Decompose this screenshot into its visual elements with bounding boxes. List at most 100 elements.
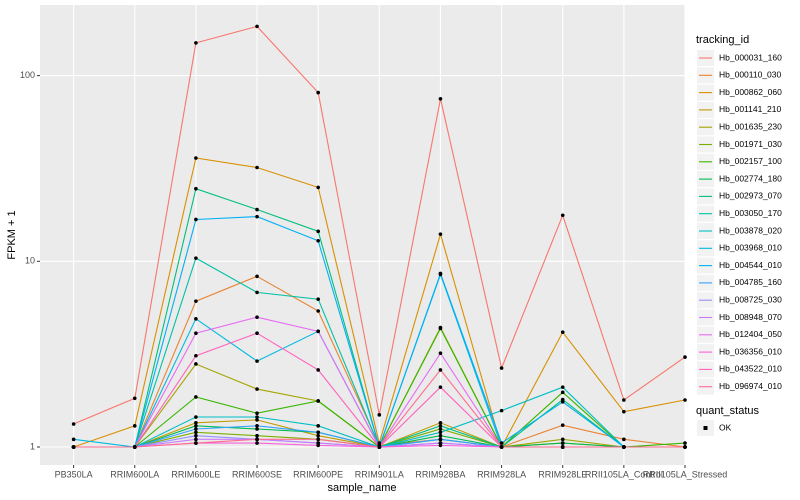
- data-point: [194, 217, 198, 222]
- data-point: [255, 207, 259, 212]
- legend-label: Hb_004544_010: [719, 260, 782, 270]
- panel: [40, 5, 685, 465]
- legend-label: Hb_012404_050: [719, 329, 782, 339]
- data-point: [560, 385, 565, 389]
- data-point: [683, 355, 687, 359]
- data-point: [438, 326, 443, 331]
- data-point: [194, 317, 198, 321]
- legend-label: Hb_000110_030: [719, 70, 782, 80]
- x-tick-label: RRIM928BA: [415, 469, 465, 479]
- data-point: [438, 351, 443, 355]
- data-point: [499, 366, 504, 370]
- data-point: [255, 411, 259, 416]
- data-point: [499, 441, 504, 445]
- data-point: [132, 445, 137, 449]
- data-point: [438, 437, 443, 442]
- data-point: [560, 400, 565, 404]
- data-point: [438, 232, 443, 236]
- data-point: [255, 24, 259, 29]
- x-tick-label: RRIM928LE: [538, 469, 587, 479]
- legend-label: Hb_000862_060: [719, 87, 782, 97]
- data-point: [683, 441, 687, 445]
- x-tick-label: RRIM600LE: [171, 469, 220, 479]
- data-point: [438, 97, 443, 101]
- data-point: [194, 395, 198, 399]
- data-point: [194, 421, 198, 425]
- y-tick-label: 100: [20, 70, 35, 80]
- data-point: [71, 422, 76, 426]
- x-tick-label: RRIM901LA: [355, 469, 404, 479]
- data-point: [255, 424, 259, 428]
- x-tick-label: RRIM600PE: [293, 469, 343, 479]
- data-point: [560, 441, 565, 445]
- legend-label: Hb_003050_170: [719, 208, 782, 218]
- legend-shape: [703, 426, 708, 430]
- data-point: [438, 427, 443, 431]
- data-point: [438, 368, 443, 372]
- data-point: [622, 409, 626, 414]
- data-point: [71, 437, 76, 442]
- y-tick-label: 1: [30, 441, 35, 451]
- x-tick-label: RRIM600SE: [232, 469, 282, 479]
- x-tick-label: RRII105LA_Stressed: [643, 469, 728, 479]
- legend-label: Hb_002774_180: [719, 173, 782, 183]
- legend-label: Hb_002157_100: [719, 156, 782, 166]
- data-point: [316, 185, 320, 190]
- data-point: [377, 445, 382, 449]
- data-point: [132, 424, 137, 428]
- data-point: [499, 408, 504, 413]
- legend-label: Hb_008948_070: [719, 312, 782, 322]
- data-point: [255, 433, 259, 438]
- legend-label: Hb_008725_030: [719, 294, 782, 304]
- data-point: [316, 238, 320, 243]
- data-point: [560, 390, 565, 395]
- marks: [71, 24, 687, 449]
- data-point: [316, 90, 320, 95]
- data-point: [316, 229, 320, 234]
- data-point: [560, 445, 565, 449]
- y-axis-title: FPKM + 1: [6, 210, 18, 259]
- data-point: [683, 398, 687, 402]
- data-point: [622, 437, 626, 442]
- data-point: [560, 213, 565, 218]
- data-point: [255, 165, 259, 170]
- data-point: [316, 443, 320, 448]
- data-point: [560, 437, 565, 442]
- data-point: [194, 156, 198, 160]
- data-point: [194, 256, 198, 260]
- data-point: [438, 424, 443, 428]
- data-point: [255, 290, 259, 295]
- x-axis-title: sample_name: [327, 482, 396, 494]
- data-point: [194, 433, 198, 438]
- data-point: [438, 271, 443, 276]
- data-point: [194, 299, 198, 303]
- data-point: [377, 441, 382, 445]
- legend-label: Hb_000031_160: [719, 52, 782, 62]
- data-point: [194, 441, 198, 445]
- legend-label: Hb_002973_070: [719, 191, 782, 201]
- data-point: [194, 415, 198, 419]
- data-point: [316, 433, 320, 438]
- data-point: [255, 274, 259, 279]
- x-tick-label: RRIM928LA: [477, 469, 526, 479]
- data-point: [683, 445, 687, 449]
- data-point: [194, 437, 198, 442]
- data-point: [255, 331, 259, 336]
- grid: [40, 5, 686, 465]
- data-point: [194, 424, 198, 428]
- data-point: [255, 359, 259, 363]
- data-point: [255, 315, 259, 320]
- data-point: [255, 214, 259, 219]
- data-point: [255, 415, 259, 419]
- data-point: [255, 387, 259, 391]
- data-point: [255, 441, 259, 445]
- data-point: [438, 443, 443, 448]
- legend-label: OK: [719, 422, 732, 432]
- data-point: [438, 385, 443, 389]
- data-point: [316, 430, 320, 435]
- data-point: [316, 368, 320, 372]
- legend-label: Hb_001971_030: [719, 139, 782, 149]
- data-point: [194, 353, 198, 358]
